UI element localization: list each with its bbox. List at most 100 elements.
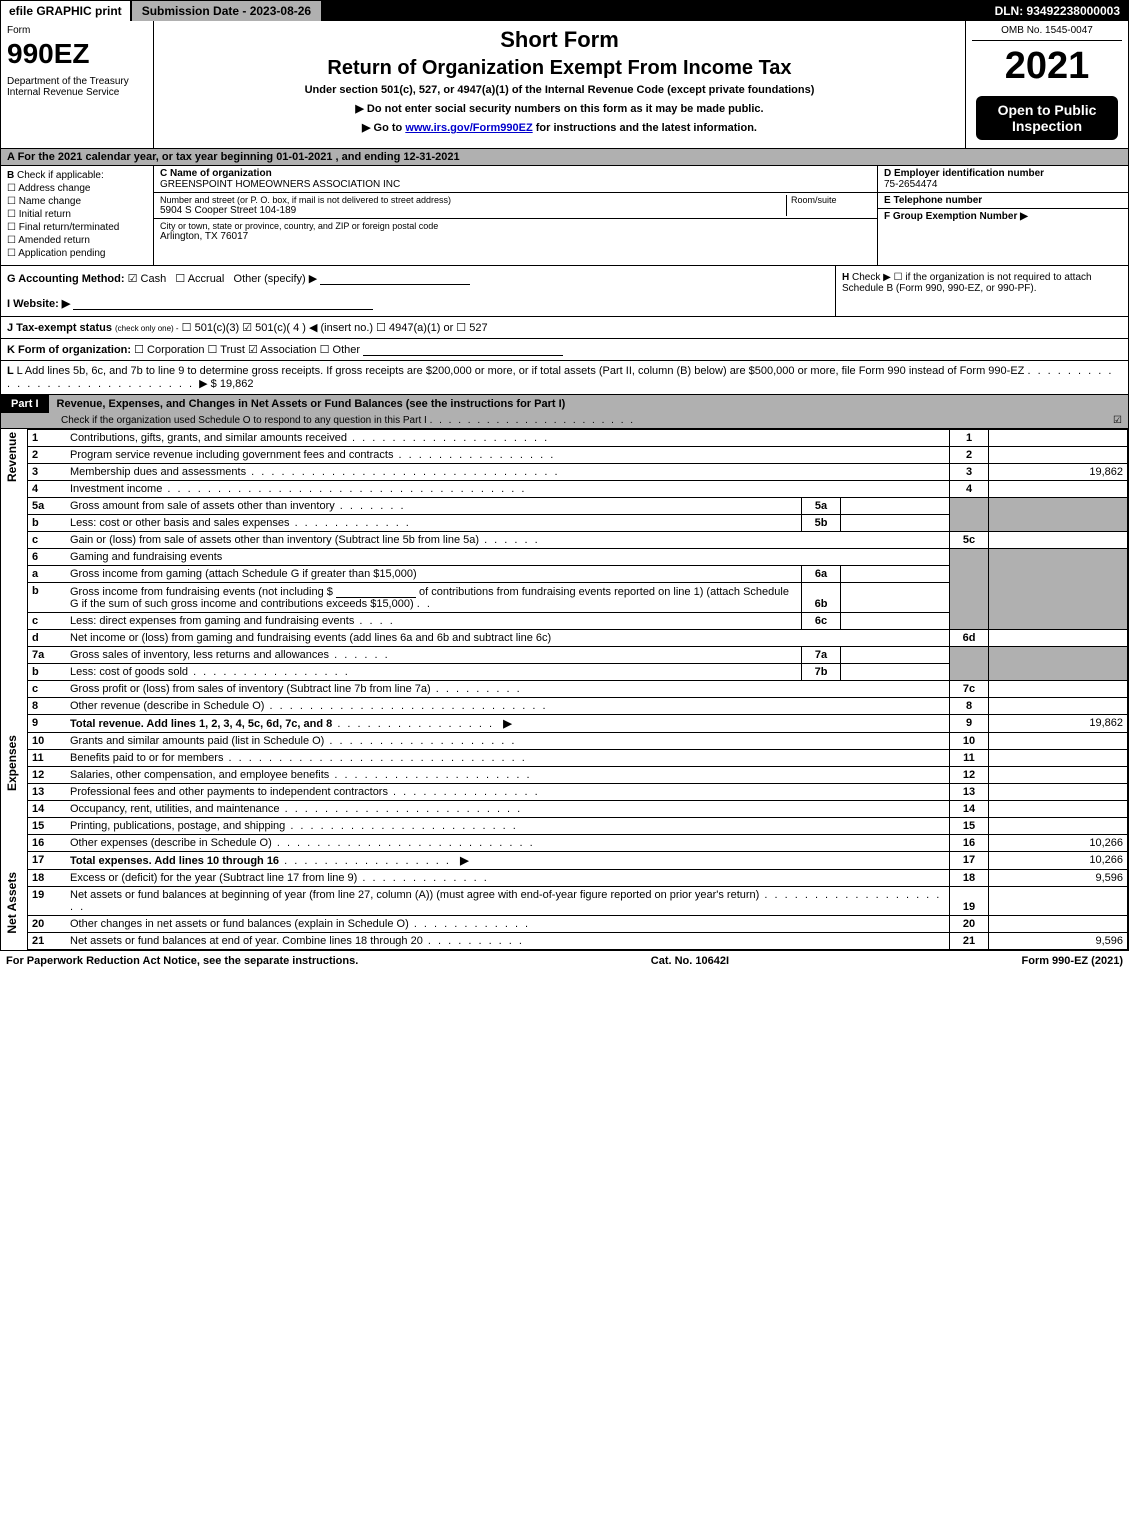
phone-cell: E Telephone number xyxy=(878,193,1128,209)
l7a-sval xyxy=(841,647,950,664)
h-text: Check ▶ ☐ if the organization is not req… xyxy=(842,272,1092,294)
l21-desc: Net assets or fund balances at end of ye… xyxy=(66,933,950,950)
g-accrual[interactable]: Accrual xyxy=(175,273,224,285)
footer-center: Cat. No. 10642I xyxy=(651,955,729,967)
g-other[interactable]: Other (specify) ▶ xyxy=(234,273,318,285)
l6b-snum: 6b xyxy=(802,583,841,613)
cb-application-pending[interactable]: ☐ Application pending xyxy=(7,248,147,259)
l2-desc: Program service revenue including govern… xyxy=(66,447,950,464)
l7a-num: 7a xyxy=(28,647,67,664)
cb-address-change[interactable]: ☐ Address change xyxy=(7,183,147,194)
cb-name-change[interactable]: ☐ Name change xyxy=(7,196,147,207)
l19-rnum: 19 xyxy=(950,887,989,916)
l11-desc: Benefits paid to or for members . . . . … xyxy=(66,750,950,767)
efile-print-label[interactable]: efile GRAPHIC print xyxy=(1,1,132,21)
k-opts[interactable]: ☐ Corporation ☐ Trust ☑ Association ☐ Ot… xyxy=(134,344,360,356)
right-info-block: D Employer identification number 75-2654… xyxy=(878,166,1128,265)
open-public-badge: Open to Public Inspection xyxy=(976,96,1118,140)
l9-val: 19,862 xyxy=(989,715,1128,733)
cb-amended-return[interactable]: ☐ Amended return xyxy=(7,235,147,246)
sections-cdef: C Name of organization GREENSPOINT HOMEO… xyxy=(154,166,1128,265)
l15-val xyxy=(989,818,1128,835)
l4-desc: Investment income . . . . . . . . . . . … xyxy=(66,481,950,498)
l12-num: 12 xyxy=(28,767,67,784)
l10-rnum: 10 xyxy=(950,733,989,750)
l1-val xyxy=(989,430,1128,447)
g-label: G Accounting Method: xyxy=(7,273,125,285)
l6-num: 6 xyxy=(28,549,67,566)
city-label: City or town, state or province, country… xyxy=(160,221,871,231)
l11-num: 11 xyxy=(28,750,67,767)
website-blank[interactable] xyxy=(73,297,373,310)
city-value: Arlington, TX 76017 xyxy=(160,231,871,242)
street-row: Number and street (or P. O. box, if mail… xyxy=(154,193,877,219)
l8-val xyxy=(989,698,1128,715)
l7ab-shaded-rval xyxy=(989,647,1128,681)
l4-val xyxy=(989,481,1128,498)
l5a-desc: Gross amount from sale of assets other t… xyxy=(66,498,802,515)
e-label: E Telephone number xyxy=(884,195,1122,206)
l12-desc: Salaries, other compensation, and employ… xyxy=(66,767,950,784)
l15-rnum: 15 xyxy=(950,818,989,835)
l5c-desc: Gain or (loss) from sale of assets other… xyxy=(66,532,950,549)
l2-rnum: 2 xyxy=(950,447,989,464)
part1-schedule-o-check[interactable]: ☑ xyxy=(1113,415,1122,426)
form-990ez-page: efile GRAPHIC print Submission Date - 20… xyxy=(0,0,1129,951)
l5c-val xyxy=(989,532,1128,549)
l5c-rnum: 5c xyxy=(950,532,989,549)
l16-rnum: 16 xyxy=(950,835,989,852)
l6d-desc: Net income or (loss) from gaming and fun… xyxy=(66,630,950,647)
l3-val: 19,862 xyxy=(989,464,1128,481)
footer-left: For Paperwork Reduction Act Notice, see … xyxy=(6,955,358,967)
l18-rnum: 18 xyxy=(950,870,989,887)
submission-date: Submission Date - 2023-08-26 xyxy=(132,1,323,21)
l13-num: 13 xyxy=(28,784,67,801)
l3-desc: Membership dues and assessments . . . . … xyxy=(66,464,950,481)
section-b-checkboxes: B Check if applicable: ☐ Address change … xyxy=(1,166,154,265)
l-value: ▶ $ 19,862 xyxy=(199,378,253,390)
cb-final-return[interactable]: ☐ Final return/terminated xyxy=(7,222,147,233)
part1-header: Part I Revenue, Expenses, and Changes in… xyxy=(1,395,1128,413)
l9-desc: Total revenue. Add lines 1, 2, 3, 4, 5c,… xyxy=(66,715,950,733)
header-left: Form 990EZ Department of the Treasury In… xyxy=(1,21,154,148)
netassets-side-label: Net Assets xyxy=(5,872,19,934)
l6a-sval xyxy=(841,566,950,583)
l3-rnum: 3 xyxy=(950,464,989,481)
l5ab-shaded-rval xyxy=(989,498,1128,532)
goto-suffix: for instructions and the latest informat… xyxy=(533,122,757,134)
revenue-side-label: Revenue xyxy=(5,432,19,482)
short-form-label: Short Form xyxy=(164,27,955,53)
part1-label: Part I xyxy=(1,395,49,413)
form-label: Form xyxy=(7,25,147,36)
l1-rnum: 1 xyxy=(950,430,989,447)
section-a-taxyear: A For the 2021 calendar year, or tax yea… xyxy=(1,149,1128,166)
l18-num: 18 xyxy=(28,870,67,887)
g-other-blank[interactable] xyxy=(320,272,470,285)
l6d-val xyxy=(989,630,1128,647)
part1-title: Revenue, Expenses, and Changes in Net As… xyxy=(49,395,1128,413)
l7b-num: b xyxy=(28,664,67,681)
cb-initial-return[interactable]: ☐ Initial return xyxy=(7,209,147,220)
l6b-desc: Gross income from fundraising events (no… xyxy=(66,583,802,613)
l3-num: 3 xyxy=(28,464,67,481)
l6-shaded-rval xyxy=(989,549,1128,630)
l7a-snum: 7a xyxy=(802,647,841,664)
irs-link[interactable]: www.irs.gov/Form990EZ xyxy=(405,122,532,134)
info-block: B Check if applicable: ☐ Address change … xyxy=(1,166,1128,266)
l1-num: 1 xyxy=(28,430,67,447)
l10-num: 10 xyxy=(28,733,67,750)
l19-num: 19 xyxy=(28,887,67,916)
l6-shaded-rnum xyxy=(950,549,989,630)
main-title: Return of Organization Exempt From Incom… xyxy=(164,57,955,80)
j-opts[interactable]: ☐ 501(c)(3) ☑ 501(c)( 4 ) ◀ (insert no.)… xyxy=(182,322,488,334)
d-label: D Employer identification number xyxy=(884,168,1122,179)
l6b-amount-blank[interactable] xyxy=(336,585,416,598)
k-other-blank[interactable] xyxy=(363,343,563,356)
form-number: 990EZ xyxy=(7,38,147,70)
room-label: Room/suite xyxy=(791,195,871,205)
l11-rnum: 11 xyxy=(950,750,989,767)
l6a-num: a xyxy=(28,566,67,583)
l4-num: 4 xyxy=(28,481,67,498)
part1-sub: Check if the organization used Schedule … xyxy=(1,413,1128,429)
g-cash[interactable]: Cash xyxy=(128,273,167,285)
